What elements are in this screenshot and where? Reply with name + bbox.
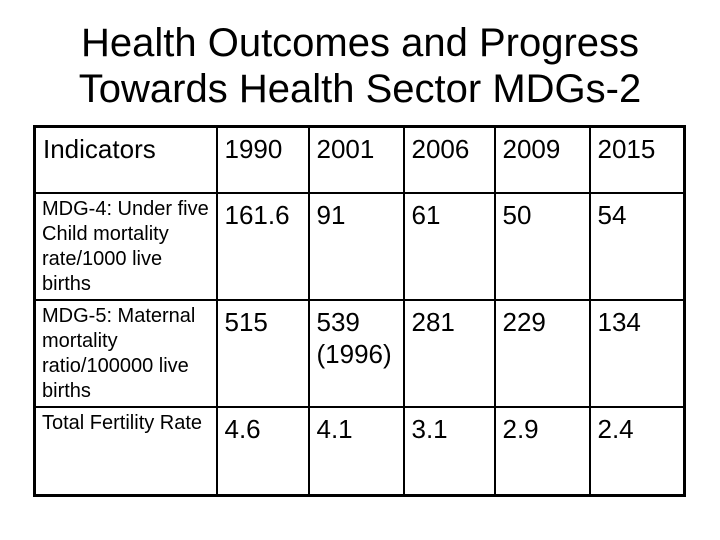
table-row-mdg4: MDG-4: Under five Child mortality rate/1… xyxy=(33,191,686,301)
mdg-progress-table: Indicators 1990 2001 2006 2009 2015 MDG-… xyxy=(33,125,686,497)
header-cell-year-2001: 2001 xyxy=(307,125,405,194)
value-cell: 91 xyxy=(307,191,405,301)
header-cell-year-2009: 2009 xyxy=(493,125,591,194)
value-cell: 3.1 xyxy=(402,405,496,497)
slide-title: Health Outcomes and Progress Towards Hea… xyxy=(0,20,720,112)
value-cell: 229 xyxy=(493,298,591,408)
header-cell-year-2015: 2015 xyxy=(588,125,686,194)
header-cell-indicators: Indicators xyxy=(33,125,218,194)
table-header-row: Indicators 1990 2001 2006 2009 2015 xyxy=(33,125,686,194)
value-cell: 54 xyxy=(588,191,686,301)
value-cell: 515 xyxy=(215,298,310,408)
value-cell: 4.6 xyxy=(215,405,310,497)
slide-title-line-1: Health Outcomes and Progress xyxy=(80,21,640,65)
indicator-label: MDG-4: Under five Child mortality rate/1… xyxy=(33,191,218,301)
header-cell-year-1990: 1990 xyxy=(215,125,310,194)
value-cell: 2.4 xyxy=(588,405,686,497)
table-row-tfr: Total Fertility Rate 4.6 4.1 3.1 2.9 2.4 xyxy=(33,405,686,497)
value-cell: 281 xyxy=(402,298,496,408)
indicator-label: MDG-5: Maternal mortality ratio/100000 l… xyxy=(33,298,218,408)
value-cell: 61 xyxy=(402,191,496,301)
table-row-mdg5: MDG-5: Maternal mortality ratio/100000 l… xyxy=(33,298,686,408)
slide-title-line-2: Towards Health Sector MDGs-2 xyxy=(78,67,642,111)
indicator-label: Total Fertility Rate xyxy=(33,405,218,497)
value-cell: 539 (1996) xyxy=(307,298,405,408)
value-cell: 2.9 xyxy=(493,405,591,497)
header-cell-year-2006: 2006 xyxy=(402,125,496,194)
value-cell: 134 xyxy=(588,298,686,408)
value-cell: 50 xyxy=(493,191,591,301)
value-cell: 4.1 xyxy=(307,405,405,497)
value-cell: 161.6 xyxy=(215,191,310,301)
